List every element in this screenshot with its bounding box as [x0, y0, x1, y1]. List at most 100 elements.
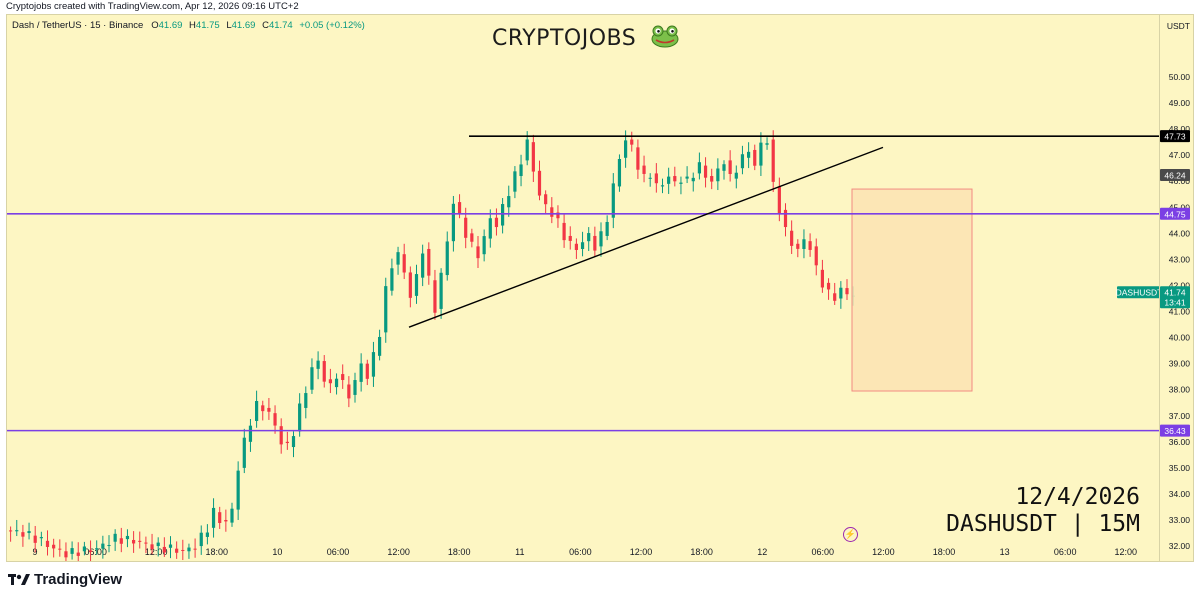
candle-body	[181, 549, 185, 551]
close-value: 41.74	[268, 20, 293, 31]
candle-body	[101, 543, 105, 549]
candle-body	[421, 253, 425, 278]
y-tick-label: 40.00	[1169, 333, 1191, 343]
candle-body	[587, 233, 591, 242]
candle-body	[248, 425, 253, 442]
y-tick-label: 39.00	[1169, 359, 1191, 369]
x-tick-label: 12:00	[145, 547, 168, 557]
candle-body	[556, 212, 560, 219]
candle-body	[261, 405, 265, 412]
price-chart[interactable]: 906:0012:0018:001006:0012:0018:001106:00…	[7, 15, 1160, 562]
candle-body	[544, 194, 548, 205]
x-tick-label: 06:00	[84, 547, 107, 557]
candle-body	[783, 209, 788, 228]
candle-body	[144, 542, 148, 544]
price-label: 46.24	[1164, 170, 1186, 180]
candle-body	[199, 532, 203, 547]
candle-body	[580, 242, 585, 249]
y-tick-label: 32.00	[1169, 541, 1191, 551]
candle-body	[599, 231, 603, 247]
ascending-trendline	[408, 146, 884, 328]
candle-body	[168, 544, 173, 548]
candle-body	[322, 361, 326, 382]
candle-body	[132, 539, 136, 544]
x-tick-label: 06:00	[327, 547, 350, 557]
symbol-name[interactable]: Dash / TetherUS · 15 · Binance	[12, 20, 144, 31]
candle-body	[734, 172, 738, 179]
x-tick-label: 13	[1000, 547, 1010, 557]
candle-body	[630, 139, 634, 145]
candle-body	[304, 393, 308, 408]
candle-body	[722, 164, 726, 171]
x-tick-label: 06:00	[1054, 547, 1077, 557]
candle-body	[488, 218, 492, 239]
change-value: +0.05 (+0.12%)	[299, 20, 365, 31]
candle-body	[451, 203, 455, 242]
candle-body	[765, 143, 769, 145]
candle-body	[519, 164, 523, 177]
level-label: 36.43	[1164, 426, 1186, 436]
candle-body	[230, 508, 234, 523]
candle-body	[667, 176, 671, 184]
candle-body	[76, 552, 80, 556]
brand-name: TradingView	[34, 571, 123, 588]
candle-body	[494, 217, 499, 228]
candle-body	[371, 352, 376, 377]
candle-body	[476, 246, 480, 259]
candle-body	[445, 241, 449, 276]
candle-body	[107, 545, 111, 547]
candle-body	[710, 176, 714, 182]
candle-body	[193, 548, 197, 550]
candle-body	[697, 162, 701, 174]
candle-body	[790, 230, 794, 246]
candle-body	[310, 367, 314, 390]
candle-body	[285, 441, 289, 444]
author-line: Cryptojobs created with TradingView.com,…	[6, 1, 299, 12]
candle-body	[728, 160, 732, 175]
candle-body	[328, 379, 332, 384]
candle-body	[470, 233, 474, 242]
candle-body	[316, 360, 320, 369]
candle-body	[70, 548, 74, 554]
x-tick-label: 18:00	[448, 547, 471, 557]
price-axis-scale: 50.00 49.00 48.00 47.00 46.00 45.00 44.00 43.00…	[1160, 21, 1191, 551]
candle-body	[347, 384, 351, 399]
candle-body	[636, 147, 640, 170]
candle-body	[673, 176, 677, 182]
candle-body	[359, 363, 363, 382]
candle-body	[501, 204, 505, 226]
candle-body	[27, 531, 31, 534]
candle-body	[839, 287, 843, 299]
candle-body	[562, 222, 566, 241]
candle-body	[771, 139, 775, 182]
candle-body	[513, 171, 517, 192]
lightning-icon[interactable]: ⚡	[843, 527, 858, 542]
candle-body	[439, 272, 443, 309]
tradingview-brand[interactable]: TradingView	[8, 571, 122, 588]
level-label-box	[1160, 207, 1190, 220]
candle-body	[291, 436, 296, 448]
candle-body	[568, 235, 572, 241]
candle-body	[15, 530, 19, 532]
candle-body	[64, 551, 68, 558]
low-label: L	[226, 20, 232, 31]
signature-date: 12/4/2026	[1015, 484, 1140, 510]
candle-body	[537, 170, 542, 196]
candle-body	[45, 540, 50, 547]
candle-body	[156, 542, 160, 547]
price-label-box	[1160, 168, 1190, 181]
candle-body	[427, 248, 431, 276]
candle-body	[414, 274, 419, 296]
x-tick-label: 10	[272, 547, 282, 557]
candle-body	[255, 400, 259, 421]
y-tick-label: 48.00	[1169, 124, 1191, 134]
candle-body	[747, 151, 751, 158]
x-tick-label: 12:00	[387, 547, 410, 557]
chart-pane[interactable]: 906:0012:0018:001006:0012:0018:001106:00…	[6, 14, 1160, 562]
x-tick-label: 06:00	[569, 547, 592, 557]
x-tick-label: 12	[757, 547, 767, 557]
candle-body	[402, 254, 406, 273]
price-axis[interactable]: 50.00 49.00 48.00 47.00 46.00 45.00 44.00 43.00…	[1160, 14, 1194, 562]
candle-body	[433, 280, 437, 313]
candle-body	[777, 186, 781, 215]
